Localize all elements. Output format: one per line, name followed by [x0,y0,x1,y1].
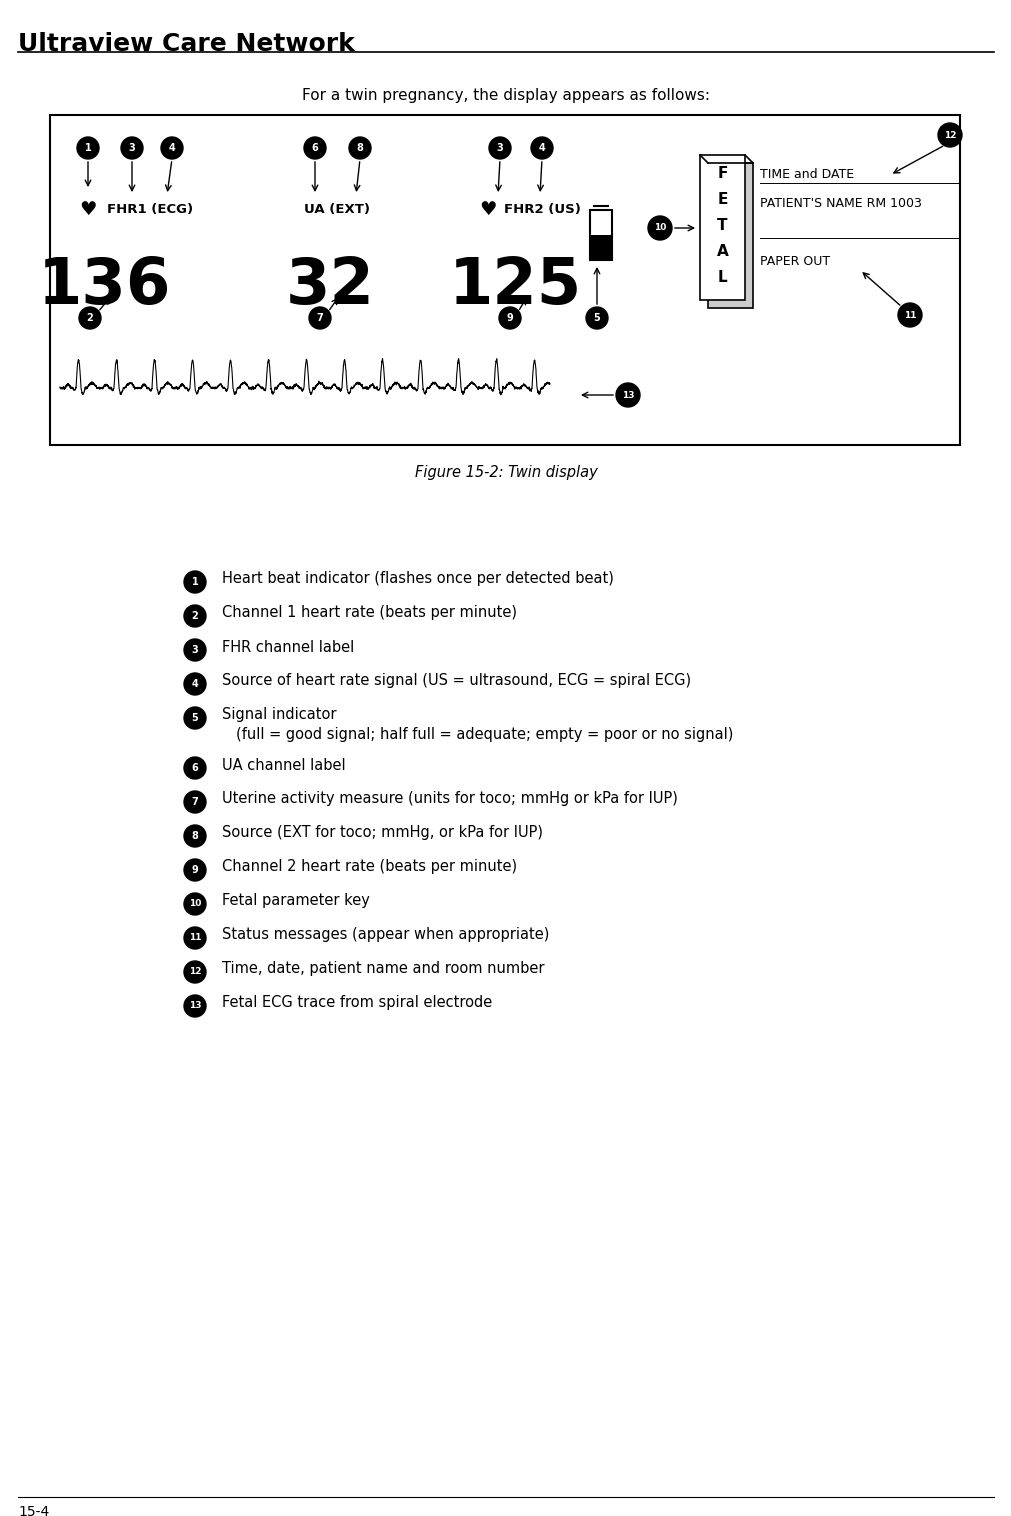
Text: L: L [717,270,727,285]
Text: 2: 2 [87,312,93,323]
Text: 12: 12 [189,967,201,976]
Circle shape [303,136,326,159]
Circle shape [161,136,183,159]
Text: 9: 9 [191,866,198,875]
Text: (full = good signal; half full = adequate; empty = poor or no signal): (full = good signal; half full = adequat… [236,726,733,741]
Circle shape [616,384,639,406]
Circle shape [121,136,143,159]
Text: Channel 2 heart rate (beats per minute): Channel 2 heart rate (beats per minute) [221,860,517,875]
Text: 11: 11 [903,311,915,320]
Text: 5: 5 [191,713,198,723]
Text: Channel 1 heart rate (beats per minute): Channel 1 heart rate (beats per minute) [221,605,517,620]
Text: PAPER OUT: PAPER OUT [759,255,829,268]
Text: 7: 7 [316,312,324,323]
Text: 3: 3 [191,644,198,655]
Circle shape [184,860,206,881]
Circle shape [77,136,99,159]
Text: Time, date, patient name and room number: Time, date, patient name and room number [221,961,544,976]
Text: Uterine activity measure (units for toco; mmHg or kPa for IUP): Uterine activity measure (units for toco… [221,791,677,807]
Text: 125: 125 [448,255,581,317]
Text: 3: 3 [496,143,502,153]
Circle shape [184,926,206,949]
Circle shape [531,136,552,159]
Text: 13: 13 [189,1002,201,1011]
Text: 5: 5 [593,312,600,323]
Text: FHR2 (US): FHR2 (US) [503,203,580,215]
Text: 7: 7 [191,797,198,807]
Bar [50,115,959,446]
Bar [589,235,612,261]
Text: 3: 3 [128,143,135,153]
Circle shape [184,961,206,982]
Text: TIME and DATE: TIME and DATE [759,168,853,180]
Bar [589,211,612,261]
Text: For a twin pregnancy, the display appears as follows:: For a twin pregnancy, the display appear… [301,88,710,103]
Circle shape [184,994,206,1017]
Text: 15-4: 15-4 [18,1505,50,1516]
Circle shape [184,706,206,729]
Circle shape [308,308,331,329]
Circle shape [184,791,206,813]
Text: UA (EXT): UA (EXT) [303,203,370,215]
Circle shape [184,673,206,694]
Text: Ultraview Care Network: Ultraview Care Network [18,32,355,56]
Text: E: E [717,191,727,206]
Circle shape [349,136,371,159]
Text: 10: 10 [653,223,665,232]
Text: Fetal ECG trace from spiral electrode: Fetal ECG trace from spiral electrode [221,996,491,1011]
Text: Heart beat indicator (flashes once per detected beat): Heart beat indicator (flashes once per d… [221,572,614,587]
Circle shape [585,308,608,329]
Text: PATIENT'S NAME RM 1003: PATIENT'S NAME RM 1003 [759,197,921,211]
Text: ♥: ♥ [479,200,496,218]
Circle shape [937,123,961,147]
Circle shape [79,308,101,329]
Text: 1: 1 [191,578,198,587]
Circle shape [488,136,511,159]
Circle shape [184,605,206,628]
Text: UA channel label: UA channel label [221,758,346,773]
Text: Source of heart rate signal (US = ultrasound, ECG = spiral ECG): Source of heart rate signal (US = ultras… [221,673,691,688]
Text: F: F [717,165,727,180]
Text: 4: 4 [538,143,545,153]
Text: 136: 136 [38,255,172,317]
Text: 8: 8 [191,831,198,841]
Circle shape [184,756,206,779]
Text: ♥: ♥ [79,200,97,218]
Text: 8: 8 [356,143,363,153]
Text: 9: 9 [507,312,513,323]
Text: 6: 6 [191,763,198,773]
Text: Status messages (appear when appropriate): Status messages (appear when appropriate… [221,928,549,943]
Text: T: T [717,217,727,232]
Circle shape [498,308,521,329]
Text: FHR channel label: FHR channel label [221,640,354,655]
Text: FHR1 (ECG): FHR1 (ECG) [107,203,193,215]
Text: 4: 4 [169,143,175,153]
Circle shape [184,572,206,593]
Bar [700,155,744,300]
Text: 13: 13 [621,391,634,400]
Text: Source (EXT for toco; mmHg, or kPa for IUP): Source (EXT for toco; mmHg, or kPa for I… [221,826,543,840]
Text: 2: 2 [191,611,198,622]
Text: 6: 6 [311,143,318,153]
Text: 10: 10 [189,899,201,908]
Text: Signal indicator: Signal indicator [221,708,337,723]
Text: 11: 11 [189,934,201,943]
Circle shape [184,640,206,661]
Text: 32: 32 [285,255,374,317]
Circle shape [184,825,206,847]
Bar [708,164,752,308]
Text: A: A [716,244,728,259]
Circle shape [897,303,921,327]
Circle shape [647,215,671,240]
Text: 4: 4 [191,679,198,688]
Circle shape [184,893,206,916]
Text: 1: 1 [85,143,91,153]
Text: 12: 12 [943,130,955,139]
Text: Figure 15-2: Twin display: Figure 15-2: Twin display [415,465,596,481]
Text: Fetal parameter key: Fetal parameter key [221,893,369,908]
